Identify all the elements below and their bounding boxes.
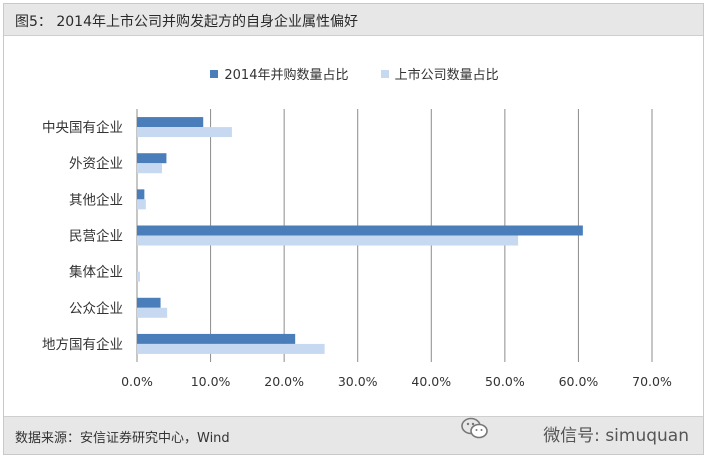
watermark-text: 微信号: simuquan [543,426,689,446]
x-tick-label-2: 20.0% [264,374,304,389]
y-tick-label-5: 公众企业 [69,300,123,317]
x-tick-label-6: 60.0% [559,374,599,389]
x-tick-label-4: 40.0% [411,374,451,389]
bar-1-4 [137,271,140,282]
bar-0-0 [137,117,204,128]
x-tick-label-7: 70.0% [632,374,672,389]
legend-item-0: 2014年并购数量占比 [210,64,348,83]
x-tick-label-0: 0.0% [121,374,153,389]
legend-item-1: 上市公司数量占比 [380,64,499,83]
bar-1-5 [137,307,168,318]
y-tick-label-0: 中央国有企业 [42,119,123,136]
bar-0-6 [137,333,296,344]
legend-swatch-0 [210,69,219,78]
bar-1-6 [137,343,325,354]
y-tick-label-6: 地方国有企业 [42,336,123,353]
bar-1-1 [137,163,163,174]
chart-title: 图5： 2014年上市公司并购发起方的自身企业属性偏好 [15,14,358,30]
bar-0-3 [137,225,583,236]
chart-legend: 2014年并购数量占比 上市公司数量占比 [0,64,709,83]
bar-1-0 [137,127,232,138]
x-tick-label-3: 30.0% [338,374,378,389]
x-tick-label-1: 10.0% [191,374,231,389]
bar-0-5 [137,297,161,308]
wechat-logo-icon [461,417,488,439]
bar-1-2 [137,199,146,210]
x-tick-label-5: 50.0% [485,374,525,389]
chart-frame: 图5： 2014年上市公司并购发起方的自身企业属性偏好 数据来源：安信证券研究中… [3,3,704,455]
source-bar: 数据来源：安信证券研究中心，Wind 微信号: simuquan [4,416,703,454]
bar-0-1 [137,153,167,164]
y-tick-label-1: 外资企业 [69,155,123,172]
legend-label-0: 2014年并购数量占比 [224,68,349,83]
legend-swatch-1 [380,69,389,78]
y-tick-label-4: 集体企业 [69,264,123,281]
bar-0-2 [137,189,145,200]
y-tick-label-3: 民营企业 [69,228,123,245]
title-bar: 图5： 2014年上市公司并购发起方的自身企业属性偏好 [4,4,703,36]
source-note: 数据来源：安信证券研究中心，Wind [15,431,230,446]
y-tick-label-2: 其他企业 [69,191,123,208]
legend-label-1: 上市公司数量占比 [394,68,499,83]
bar-1-3 [137,235,519,246]
